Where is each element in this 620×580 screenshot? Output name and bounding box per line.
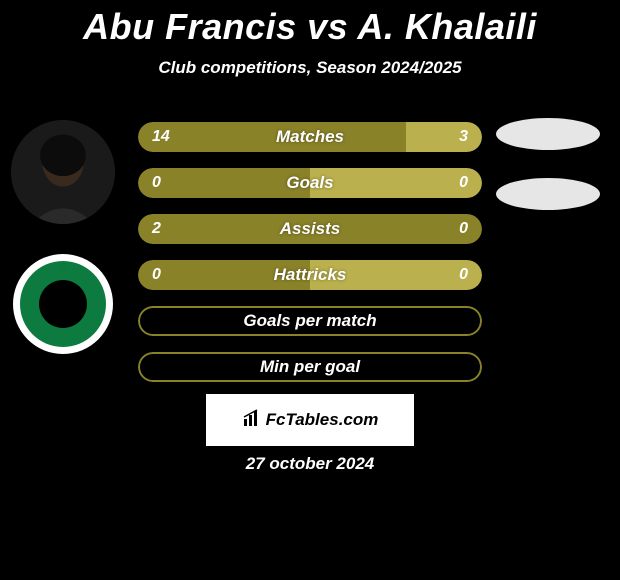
bar-fill-right: [310, 168, 482, 198]
club-logo: ♕: [13, 254, 113, 354]
stat-bar-matches: 143Matches: [138, 122, 482, 152]
bar-value-left: 2: [152, 214, 161, 244]
bar-fill-right: [310, 260, 482, 290]
player-photo-placeholder: [496, 118, 600, 150]
stat-bar-hattricks: 00Hattricks: [138, 260, 482, 290]
bar-fill-left: [138, 122, 406, 152]
bar-value-right: 0: [459, 214, 468, 244]
comparison-bars: 143Matches00Goals20Assists00HattricksGoa…: [138, 122, 482, 382]
brand-box: FcTables.com: [206, 394, 414, 446]
page-subtitle: Club competitions, Season 2024/2025: [0, 58, 620, 78]
bar-value-left: 0: [152, 260, 161, 290]
club-logo-center: [39, 280, 87, 328]
player-photo: [11, 120, 115, 224]
bar-fill-right: [406, 122, 482, 152]
date-label: 27 october 2024: [0, 454, 620, 474]
bar-outline: [138, 352, 482, 382]
bar-label: Goals per match: [138, 306, 482, 336]
brand-icon: [242, 408, 262, 433]
bar-value-right: 3: [459, 122, 468, 152]
stat-bar-goals: 00Goals: [138, 168, 482, 198]
right-player-column: [488, 118, 608, 210]
stat-bar-assists: 20Assists: [138, 214, 482, 244]
bar-fill: [138, 214, 482, 244]
left-player-column: ♕: [8, 120, 118, 354]
bar-value-left: 14: [152, 122, 170, 152]
page-title: Abu Francis vs A. Khalaili: [0, 0, 620, 48]
crown-icon: ♕: [57, 260, 70, 274]
club-logo-placeholder: [496, 178, 600, 210]
player-silhouette-icon: [11, 120, 115, 224]
bar-value-left: 0: [152, 168, 161, 198]
bar-fill-left: [138, 168, 310, 198]
brand-text: FcTables.com: [266, 410, 379, 430]
bar-fill-left: [138, 260, 310, 290]
bar-outline: [138, 306, 482, 336]
bar-label: Min per goal: [138, 352, 482, 382]
stat-bar-min-per-goal: Min per goal: [138, 352, 482, 382]
bar-value-right: 0: [459, 260, 468, 290]
bar-value-right: 0: [459, 168, 468, 198]
stat-bar-goals-per-match: Goals per match: [138, 306, 482, 336]
